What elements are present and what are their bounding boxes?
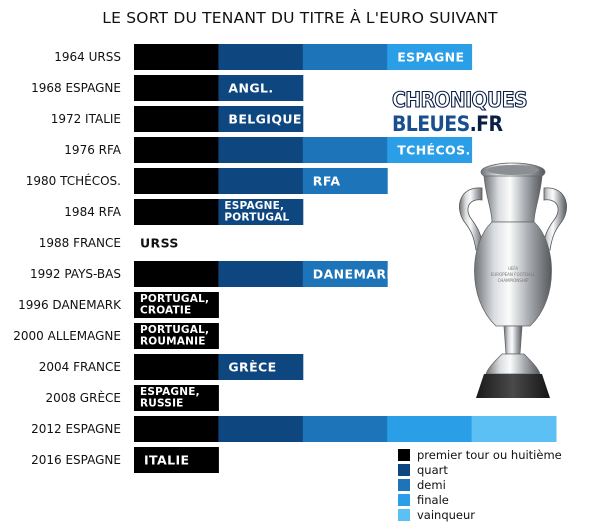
bar-segment xyxy=(387,44,473,70)
legend-swatch xyxy=(398,463,410,476)
category-label: 2016 ESPAGNE xyxy=(31,453,121,467)
bar-label: URSS xyxy=(140,236,179,251)
bar-segment xyxy=(218,44,304,70)
bar-segment xyxy=(302,137,388,163)
bar-label: CROATIE xyxy=(140,305,191,317)
bar-segment xyxy=(134,385,219,411)
bar-segment xyxy=(302,416,388,442)
legend-item: finale xyxy=(398,492,562,507)
bar-label: RFA xyxy=(313,174,341,189)
category-label: 2012 ESPAGNE xyxy=(31,422,121,436)
bar-label: DANEMARK xyxy=(313,267,398,282)
trophy-text-3: CHAMPIONSHIP xyxy=(498,278,529,283)
bar-label: BELGIQUE xyxy=(228,112,301,127)
bar-label: ITALIE xyxy=(144,453,189,468)
bar-segment xyxy=(302,168,388,194)
category-label: 1984 RFA xyxy=(64,205,121,219)
legend-label: demi xyxy=(417,477,446,492)
legend-swatch xyxy=(398,448,410,461)
category-label: 1992 PAYS-BAS xyxy=(30,267,121,281)
category-label: 2004 FRANCE xyxy=(39,360,121,374)
trophy-icon: UEFA EUROPEAN FOOTBALL CHAMPIONSHIP xyxy=(459,162,567,398)
bar-segment xyxy=(387,416,473,442)
category-label: 2008 GRÈCE xyxy=(45,390,121,405)
bar-label: TCHÉCOS. xyxy=(397,143,470,158)
bar-segment xyxy=(218,168,304,194)
bar-segment xyxy=(218,75,304,101)
chart-title: LE SORT DU TENANT DU TITRE À L'EURO SUIV… xyxy=(102,9,498,27)
bar-segment xyxy=(218,354,304,380)
bar-label: ESPAGNE, xyxy=(140,386,200,398)
legend: premier tour ou huitième quart demi finale v… xyxy=(398,447,562,522)
chroniques-bleues-watermark: CHRONIQUESBLEUES.FR xyxy=(391,87,600,136)
legend-swatch xyxy=(398,478,410,491)
bar-label: ESPAGNE xyxy=(397,50,464,65)
bar-segment xyxy=(134,199,219,225)
legend-swatch xyxy=(398,493,410,506)
legend-label: finale xyxy=(417,492,449,507)
category-label: 1972 ITALIE xyxy=(51,112,121,126)
bar-segment xyxy=(134,75,219,101)
bar-segment xyxy=(218,106,304,132)
bar-segment xyxy=(134,261,219,287)
bar-label: RUSSIE xyxy=(140,398,184,410)
bar-segment xyxy=(218,416,304,442)
legend-item: quart xyxy=(398,462,562,477)
legend-label: premier tour ou huitième xyxy=(417,447,562,462)
bar-label: PORTUGAL, xyxy=(140,293,209,305)
bar-segment xyxy=(134,168,219,194)
bar-segment xyxy=(218,199,304,225)
bar-segment xyxy=(134,416,219,442)
category-label: 1976 RFA xyxy=(64,143,121,157)
legend-item: premier tour ou huitième xyxy=(398,447,562,462)
bar-segment xyxy=(471,416,557,442)
bar-segment xyxy=(387,137,473,163)
bar-label: GRÈCE xyxy=(228,360,276,375)
bar-segment xyxy=(302,44,388,70)
category-label: 1964 URSS xyxy=(54,50,121,64)
bar-segment xyxy=(134,137,219,163)
legend-label: vainqueur xyxy=(417,507,476,522)
bar-label: PORTUGAL xyxy=(224,212,289,224)
watermark-part-2: BLEUES xyxy=(392,112,470,136)
bar-segment xyxy=(218,137,304,163)
bar-label: PORTUGAL, xyxy=(140,324,209,336)
bar-label: ESPAGNE, xyxy=(224,200,284,212)
bar-label: ROUMANIE xyxy=(140,336,206,348)
category-label: 1980 TCHÉCOS. xyxy=(26,173,121,188)
legend-item: vainqueur xyxy=(398,507,562,522)
category-label: 2000 ALLEMAGNE xyxy=(13,329,121,343)
bar-segment xyxy=(302,261,388,287)
bar-label: ANGL. xyxy=(228,81,273,96)
bar-segment xyxy=(218,261,304,287)
legend-swatch xyxy=(398,508,410,521)
trophy-text-1: UEFA xyxy=(508,266,518,271)
category-label: 1996 DANEMARK xyxy=(18,298,122,312)
legend-label: quart xyxy=(417,462,448,477)
trophy-text-2: EUROPEAN FOOTBALL xyxy=(491,272,536,277)
legend-item: demi xyxy=(398,477,562,492)
watermark-part-3: .FR xyxy=(469,112,503,136)
category-label: 1968 ESPAGNE xyxy=(31,81,121,95)
bar-segment xyxy=(134,354,219,380)
watermark-part-1: CHRONIQUES xyxy=(391,87,528,112)
bar-segment xyxy=(134,447,219,473)
bar-segment xyxy=(134,323,219,349)
bar-segment xyxy=(134,292,219,318)
bar-segment xyxy=(134,106,219,132)
bar-segment xyxy=(134,44,219,70)
category-label: 1988 FRANCE xyxy=(39,236,121,250)
